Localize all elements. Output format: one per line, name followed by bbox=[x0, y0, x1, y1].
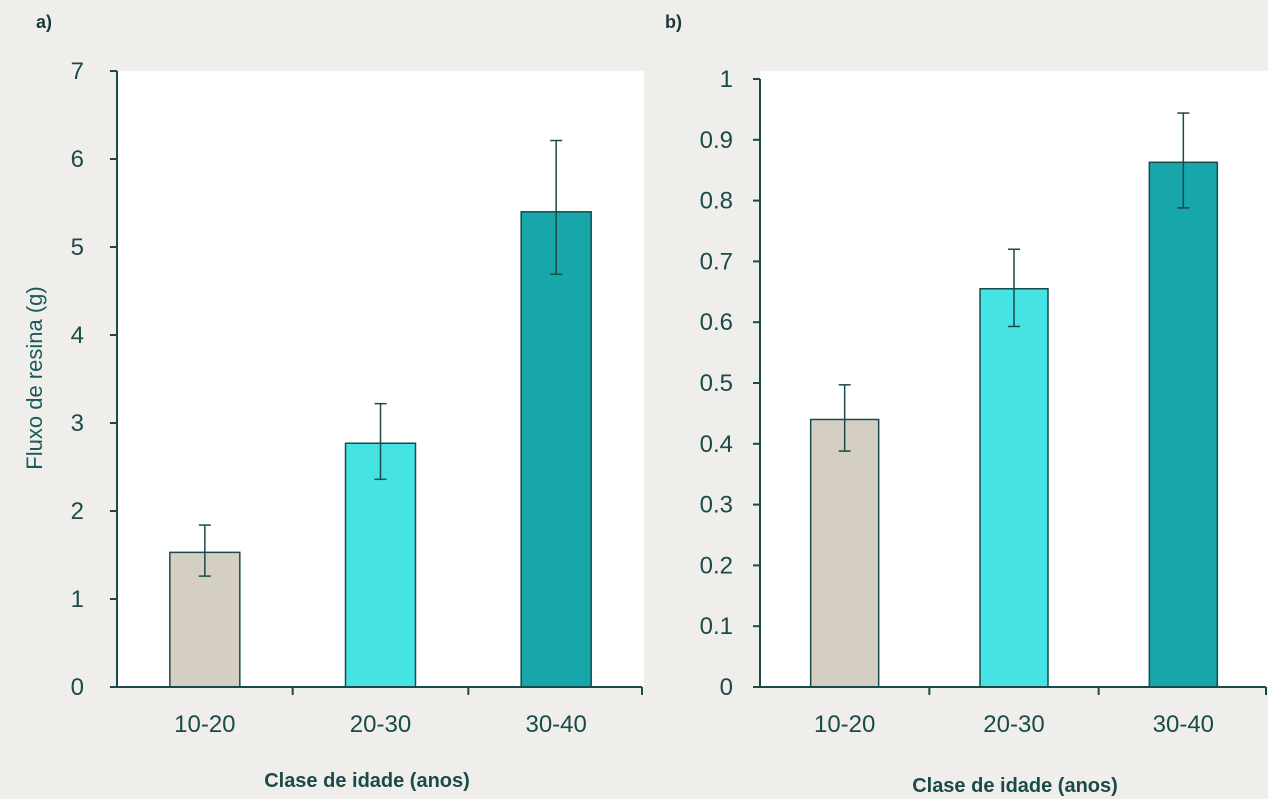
bar bbox=[344, 442, 417, 688]
y-tick-label: 3 bbox=[71, 410, 84, 437]
bar bbox=[520, 211, 592, 688]
y-tick-label: 2 bbox=[71, 498, 84, 525]
bar bbox=[979, 288, 1049, 688]
y-tick-label: 0.6 bbox=[700, 309, 733, 336]
bars-a bbox=[169, 139, 592, 688]
y-tick-label: 0.1 bbox=[700, 613, 733, 640]
y-axis-label-a: Fluxo de resina (g) bbox=[22, 286, 47, 469]
bar bbox=[1148, 161, 1219, 688]
y-tick-label: 0.4 bbox=[700, 431, 733, 458]
x-tick-label: 10-20 bbox=[174, 711, 235, 738]
y-tick-label: 0.9 bbox=[700, 127, 733, 154]
panel-b: b) Clase de idade (anos) 0 0.1 0.2 0.3 0.4 0.… bbox=[665, 12, 1268, 797]
panel-a: a) Fluxo de resina (g) Clase de idade (a… bbox=[22, 12, 644, 792]
y-tick-label: 0.2 bbox=[700, 552, 733, 579]
panel-label-a: a) bbox=[36, 12, 52, 32]
bars-b bbox=[809, 112, 1219, 688]
x-tick-label: 20-30 bbox=[983, 711, 1044, 738]
y-tick-label: 0.7 bbox=[700, 248, 733, 275]
y-tick-label: 1 bbox=[720, 66, 733, 93]
bar bbox=[809, 418, 880, 688]
panel-label-b: b) bbox=[665, 12, 682, 32]
y-tick-label: 4 bbox=[71, 322, 84, 349]
y-tick-label: 0.8 bbox=[700, 188, 733, 215]
x-axis-label-a: Clase de idade (anos) bbox=[264, 770, 470, 792]
x-ticks-a: 10-20 20-30 30-40 bbox=[174, 687, 643, 738]
y-tick-label: 0.5 bbox=[700, 370, 733, 397]
y-tick-label: 0 bbox=[71, 674, 84, 701]
y-tick-label: 0.3 bbox=[700, 492, 733, 519]
y-tick-label: 5 bbox=[71, 234, 84, 261]
y-tick-label: 0 bbox=[720, 674, 733, 701]
x-tick-label: 20-30 bbox=[350, 711, 411, 738]
y-ticks-a: 0 1 2 3 4 5 6 7 bbox=[71, 58, 117, 701]
x-tick-label: 30-40 bbox=[1153, 711, 1214, 738]
y-ticks-b: 0 0.1 0.2 0.3 0.4 0.5 0.6 0.7 0.8 0.9 1 bbox=[700, 66, 760, 701]
x-axis-label-b: Clase de idade (anos) bbox=[912, 775, 1118, 797]
y-tick-label: 6 bbox=[71, 146, 84, 173]
x-tick-label: 10-20 bbox=[814, 711, 875, 738]
y-tick-label: 1 bbox=[71, 586, 84, 613]
x-ticks-b: 10-20 20-30 30-40 bbox=[814, 687, 1267, 738]
y-tick-label: 7 bbox=[71, 58, 84, 85]
x-tick-label: 30-40 bbox=[525, 711, 586, 738]
